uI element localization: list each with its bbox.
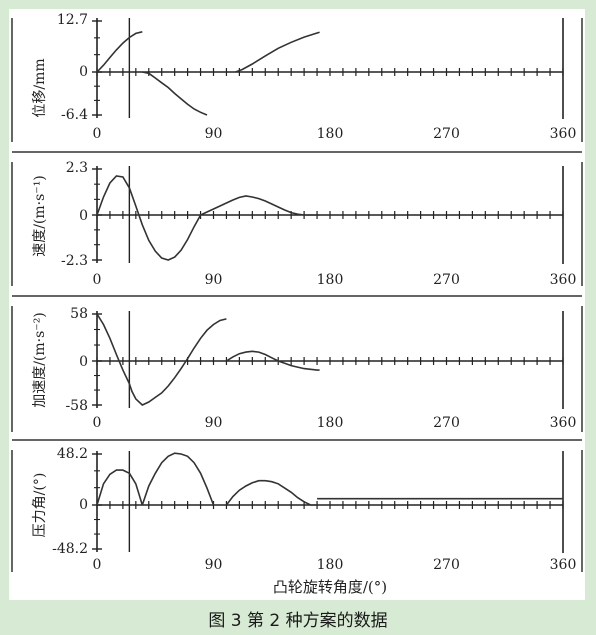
series-line	[225, 350, 320, 371]
y-tick-label: 0	[79, 208, 88, 224]
y-tick-label: 58	[70, 306, 88, 322]
x-tick-label: 90	[205, 126, 223, 142]
series-line	[235, 31, 320, 73]
x-tick-label: 0	[93, 557, 102, 573]
y-tick-label: 12.7	[57, 12, 88, 28]
x-tick-label: 360	[550, 557, 577, 573]
plot-area	[9, 9, 585, 600]
y-tick-label: 2.3	[66, 160, 88, 176]
x-axis-title: 凸轮旋转角度/(°)	[273, 578, 387, 596]
y-axis-title: 加速度/(m·s⁻²)	[32, 312, 48, 408]
x-tick-label: 270	[433, 272, 460, 288]
x-tick-label: 270	[433, 126, 460, 142]
x-tick-label: 360	[550, 272, 577, 288]
x-tick-label: 0	[93, 272, 102, 288]
figure-caption: 图 3 第 2 种方案的数据	[208, 611, 388, 631]
x-tick-label: 180	[317, 557, 344, 573]
y-axis-title: 位移/mm	[32, 58, 48, 117]
x-tick-label: 0	[93, 415, 102, 431]
series-line	[96, 469, 144, 506]
x-tick-label: 90	[205, 272, 223, 288]
series-line	[96, 313, 227, 406]
y-axis-title: 压力角/(°)	[32, 473, 48, 538]
y-tick-label: 0	[79, 354, 88, 370]
y-tick-label: -58	[65, 398, 88, 414]
x-tick-label: 270	[433, 415, 460, 431]
x-tick-label: 360	[550, 415, 577, 431]
y-tick-label: 48.2	[57, 446, 88, 462]
y-axis-title: 速度/(m·s⁻¹)	[32, 175, 48, 257]
x-tick-label: 270	[433, 557, 460, 573]
x-tick-label: 360	[550, 126, 577, 142]
x-tick-label: 180	[317, 126, 344, 142]
series-line	[225, 479, 318, 506]
x-tick-label: 0	[93, 126, 102, 142]
y-tick-label: -6.4	[61, 107, 88, 123]
x-tick-label: 90	[205, 557, 223, 573]
y-tick-label: 0	[79, 497, 88, 513]
y-tick-label: -48.2	[52, 541, 88, 557]
series-line	[96, 31, 143, 73]
series-line	[96, 175, 320, 261]
charts-svg: 12.7 0 -6.4 0 90 180 270 360 位移/mm 2.3 0 -2.3 0 90 180…	[11, 12, 583, 596]
y-tick-label: 0	[79, 64, 88, 80]
x-tick-label: 90	[205, 415, 223, 431]
x-tick-label: 180	[317, 415, 344, 431]
series-line	[142, 71, 208, 116]
x-tick-label: 180	[317, 272, 344, 288]
y-tick-label: -2.3	[61, 253, 88, 269]
series-line	[141, 452, 215, 506]
